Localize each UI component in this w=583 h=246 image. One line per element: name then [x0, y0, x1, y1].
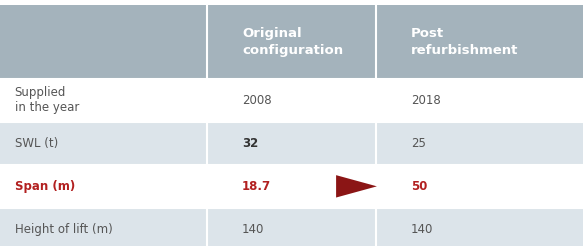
- Polygon shape: [336, 175, 377, 198]
- Bar: [0, 5, 583, 79]
- Bar: [0, 165, 583, 208]
- Text: 2008: 2008: [242, 94, 272, 107]
- Text: 32: 32: [242, 137, 258, 150]
- Bar: [0, 122, 583, 165]
- Text: Supplied
in the year: Supplied in the year: [15, 86, 79, 114]
- Text: Height of lift (m): Height of lift (m): [15, 223, 113, 236]
- Text: 2018: 2018: [411, 94, 441, 107]
- Text: 50: 50: [411, 180, 427, 193]
- Text: Original
configuration: Original configuration: [242, 27, 343, 57]
- Bar: [0, 208, 583, 246]
- Text: 140: 140: [411, 223, 433, 236]
- Bar: [0, 79, 583, 122]
- Text: 25: 25: [411, 137, 426, 150]
- Text: 18.7: 18.7: [242, 180, 271, 193]
- Text: Post
refurbishment: Post refurbishment: [411, 27, 518, 57]
- Text: 140: 140: [242, 223, 264, 236]
- Text: Span (m): Span (m): [15, 180, 75, 193]
- Text: SWL (t): SWL (t): [15, 137, 58, 150]
